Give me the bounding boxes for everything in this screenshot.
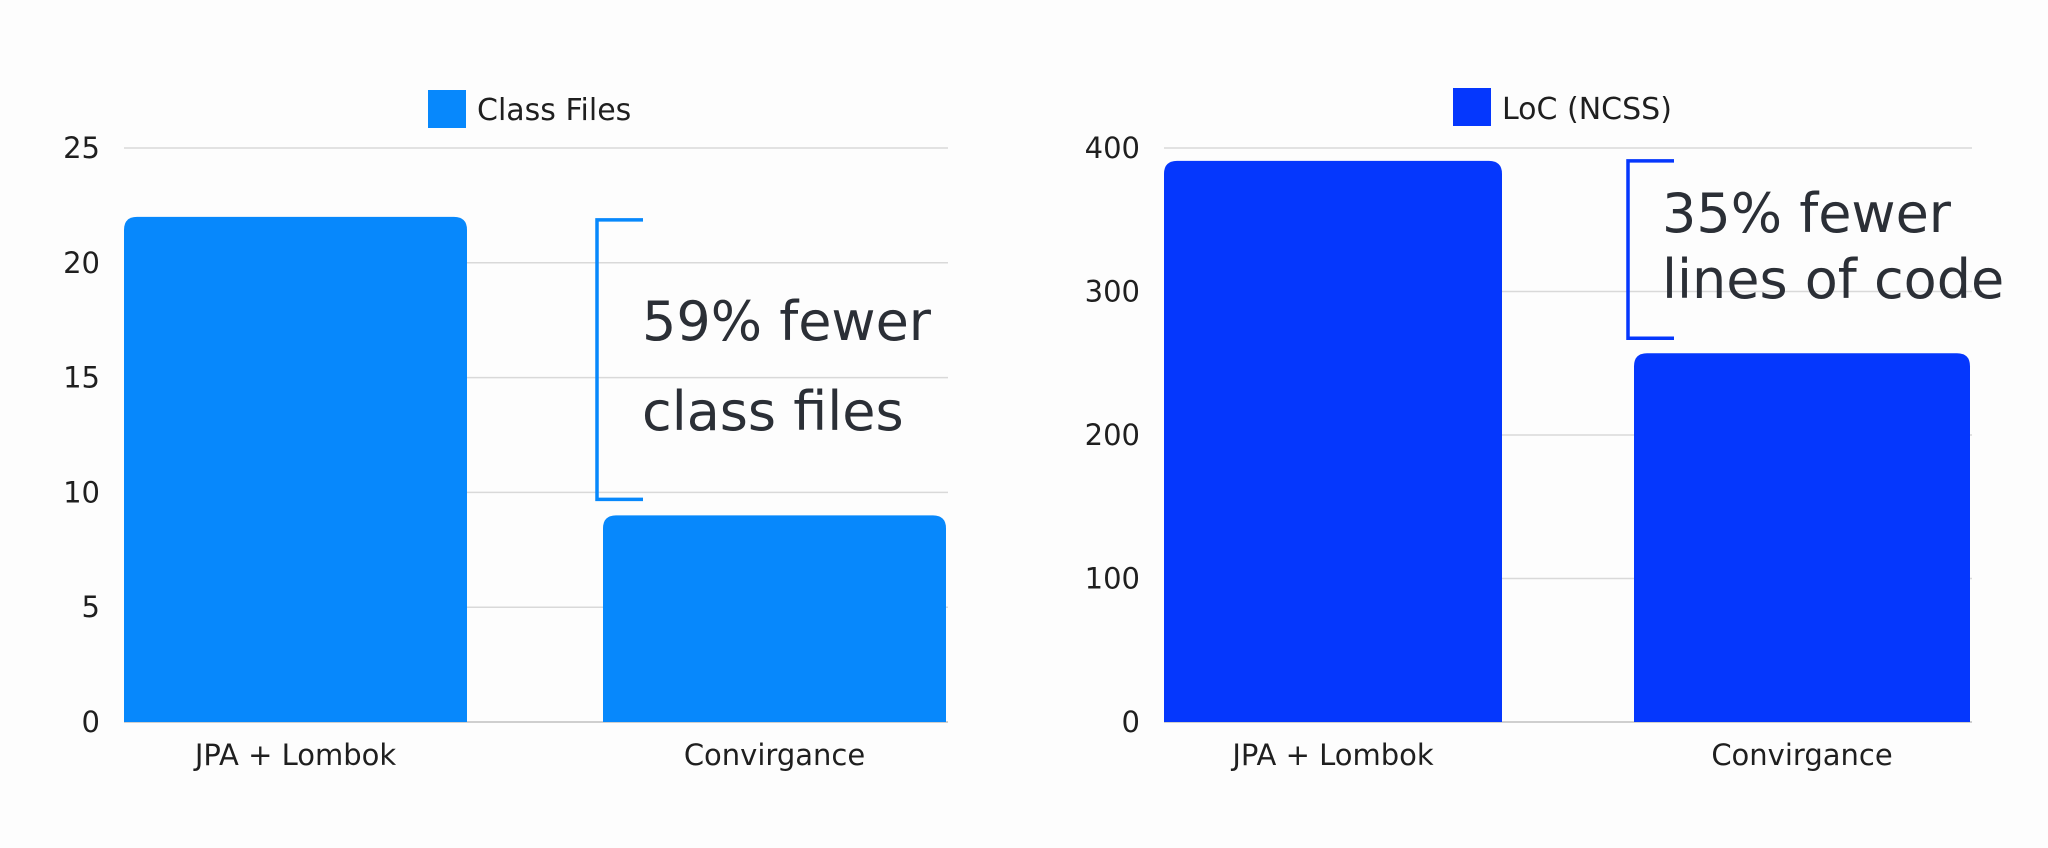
y-tick-label: 400: [1085, 131, 1140, 165]
annotation-text: lines of code: [1662, 248, 2004, 311]
annotation-text: 35% fewer: [1662, 182, 1952, 245]
legend-label: LoC (NCSS): [1502, 92, 1672, 127]
y-tick-label: 300: [1085, 275, 1140, 309]
bar: [1164, 160, 1502, 723]
y-tick-label: 5: [82, 590, 100, 624]
y-tick-label: 0: [1122, 705, 1140, 739]
y-tick-label: 15: [63, 361, 100, 395]
legend-label: Class Files: [477, 93, 631, 128]
bar: [1634, 353, 1970, 722]
legend-swatch: [428, 90, 466, 128]
y-tick-label: 20: [63, 246, 100, 280]
bar: [124, 216, 467, 722]
x-tick-label: JPA + Lombok: [1230, 738, 1434, 772]
y-tick-label: 100: [1085, 562, 1140, 596]
y-tick-label: 0: [82, 705, 100, 739]
legend-swatch: [1453, 88, 1491, 126]
y-tick-label: 25: [63, 131, 100, 165]
chart-1: 0 5 10 15 20 25 JPA + Lombok Convirgance Class F…: [63, 90, 948, 772]
bracket-annotation: [595, 218, 643, 502]
x-tick-label: JPA + Lombok: [193, 738, 397, 772]
chart-2: 0 100 200 300 400 JPA + Lombok Convirgance LoC …: [1085, 88, 2004, 772]
y-tick-label: 200: [1085, 418, 1140, 452]
bracket-annotation: [1626, 159, 1674, 340]
x-tick-label: Convirgance: [684, 738, 865, 772]
x-tick-label: Convirgance: [1711, 738, 1892, 772]
y-tick-label: 10: [63, 475, 100, 509]
annotation-text: 59% fewer: [642, 290, 932, 353]
annotation-text: class files: [642, 380, 904, 443]
bar: [603, 515, 946, 722]
